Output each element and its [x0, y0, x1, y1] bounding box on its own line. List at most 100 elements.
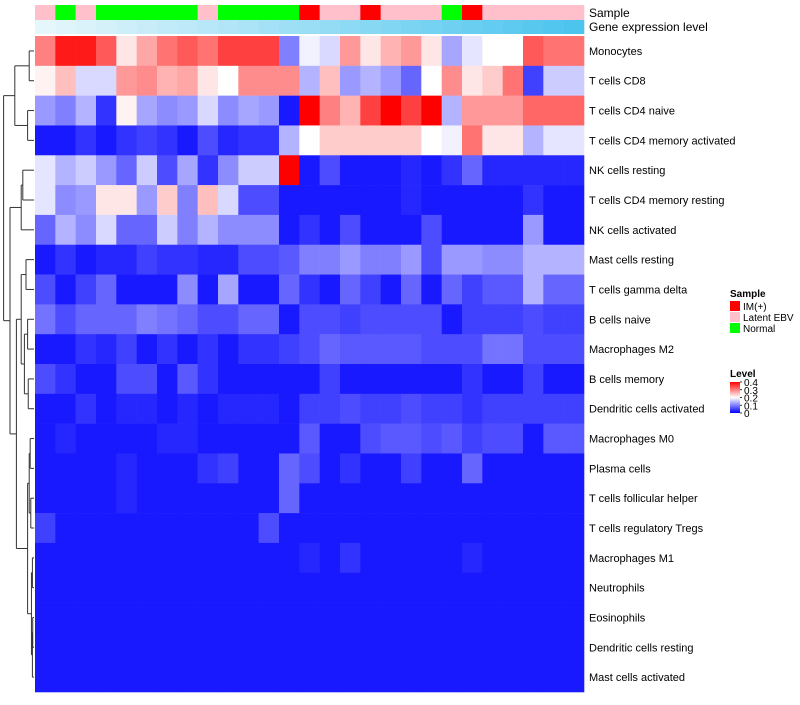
heatmap-cell: [380, 393, 402, 424]
heatmap-cell: [136, 304, 158, 335]
heatmap-cell: [55, 304, 76, 335]
heatmap-cell: [401, 95, 422, 126]
heatmap-cell: [136, 602, 158, 633]
sample-legend-swatch: [730, 301, 740, 311]
heatmap-cell: [340, 36, 361, 67]
heatmap-cell: [482, 513, 503, 544]
heatmap-cell: [197, 364, 219, 395]
heatmap-cell: [401, 334, 422, 365]
heatmap-cell: [218, 364, 239, 395]
heatmap-cell: [319, 125, 341, 156]
heatmap-cell: [177, 65, 198, 96]
heatmap-cell: [340, 95, 361, 126]
heatmap-cell: [299, 125, 320, 156]
heatmap-cell: [401, 632, 422, 663]
heatmap-cell: [157, 513, 178, 544]
gene-expression-cell: [238, 20, 259, 34]
heatmap-cell: [279, 155, 300, 186]
heatmap-cell: [482, 334, 503, 365]
heatmap-cell: [197, 662, 219, 693]
heatmap-cell: [258, 125, 280, 156]
heatmap-cell: [136, 632, 158, 663]
heatmap-cell: [96, 542, 117, 574]
row-label: T cells CD8: [589, 76, 646, 88]
heatmap-cell: [197, 483, 219, 514]
row-label: Dendritic cells activated: [589, 404, 705, 416]
heatmap-cell: [340, 155, 361, 186]
heatmap-cell: [401, 542, 422, 574]
heatmap-cell: [299, 185, 320, 216]
heatmap-cell: [116, 185, 137, 216]
heatmap-cell: [177, 125, 198, 156]
heatmap-cell: [401, 274, 422, 305]
heatmap-cell: [177, 36, 198, 67]
heatmap-cell: [340, 542, 361, 574]
heatmap-cell: [279, 423, 300, 454]
heatmap-cell: [136, 572, 158, 603]
heatmap-cell: [35, 662, 56, 693]
heatmap-cell: [299, 602, 320, 633]
heatmap-cell: [502, 662, 524, 693]
gene-expression-cell: [523, 20, 544, 34]
heatmap-cell: [441, 423, 463, 454]
heatmap-cell: [218, 244, 239, 275]
gene-expression-cell: [462, 20, 483, 34]
heatmap-cell: [136, 214, 158, 246]
heatmap-cell: [238, 662, 259, 693]
heatmap-cell: [218, 65, 239, 96]
level-legend-tick-label: 0.1: [744, 401, 758, 412]
heatmap-cell: [401, 572, 422, 603]
heatmap-cell: [482, 95, 503, 126]
heatmap-cell: [360, 572, 381, 603]
heatmap-cell: [116, 513, 137, 544]
heatmap-cell: [279, 36, 300, 67]
heatmap-cell: [279, 95, 300, 126]
heatmap-cell: [238, 36, 259, 67]
heatmap-cell: [177, 244, 198, 275]
heatmap-cell: [35, 602, 56, 633]
heatmap-cell: [421, 453, 442, 484]
heatmap-cell: [462, 542, 483, 574]
heatmap-cell: [299, 95, 320, 126]
heatmap-cell: [197, 602, 219, 633]
heatmap-cell: [319, 95, 341, 126]
heatmap-cell: [279, 364, 300, 395]
heatmap-cell: [116, 483, 137, 514]
heatmap-cell: [340, 364, 361, 395]
heatmap-cell: [279, 65, 300, 96]
heatmap-cell: [462, 393, 483, 424]
heatmap-cell: [218, 393, 239, 424]
heatmap-cell: [380, 572, 402, 603]
heatmap-cell: [380, 364, 402, 395]
heatmap-cell: [218, 572, 239, 603]
heatmap-cell: [421, 155, 442, 186]
heatmap-cell: [157, 185, 178, 216]
heatmap-cell: [299, 364, 320, 395]
heatmap-cell: [55, 36, 76, 67]
heatmap-cell: [35, 572, 56, 603]
heatmap-cell: [482, 632, 503, 663]
heatmap-cell: [421, 423, 442, 454]
heatmap-cell: [523, 602, 544, 633]
heatmap-cell: [543, 393, 564, 424]
heatmap-cell: [523, 214, 544, 246]
heatmap-cell: [523, 274, 544, 305]
heatmap-cell: [218, 214, 239, 246]
heatmap-cell: [238, 602, 259, 633]
heatmap-cell: [563, 632, 585, 663]
annotation-label-sample: Sample: [589, 6, 630, 20]
heatmap-cell: [75, 483, 97, 514]
heatmap-cell: [462, 602, 483, 633]
heatmap-cell: [279, 214, 300, 246]
heatmap-cell: [218, 423, 239, 454]
heatmap-cell: [523, 185, 544, 216]
sample-annotation-cell: [563, 5, 585, 20]
heatmap-cell: [299, 214, 320, 246]
heatmap-cell: [197, 393, 219, 424]
heatmap-cell: [75, 304, 97, 335]
heatmap-cell: [299, 304, 320, 335]
heatmap-cell: [482, 364, 503, 395]
heatmap-cell: [401, 65, 422, 96]
heatmap-cell: [482, 36, 503, 67]
row-dendrogram: [3, 50, 34, 678]
